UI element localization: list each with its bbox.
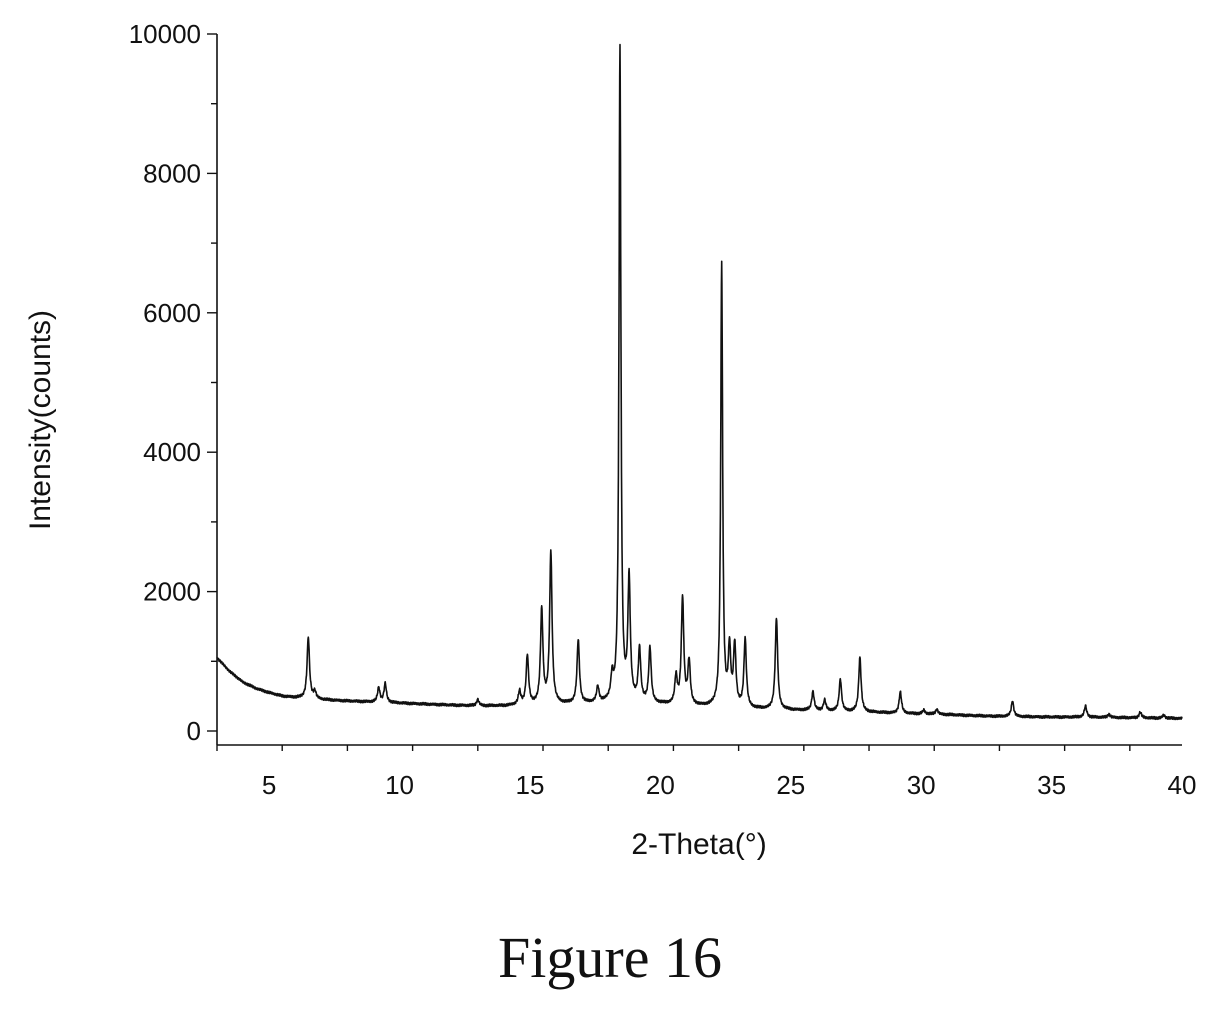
y-tick-label: 0 — [187, 716, 201, 746]
axis-ticks: 5 10 15 20 25 30 35 40 0 2000 4000 6000 8000 10000 — [129, 19, 1197, 800]
diffraction-pattern-line — [216, 43, 1183, 721]
x-axis-title: 2-Theta(°) — [631, 828, 766, 861]
y-tick-label: 4000 — [143, 437, 201, 467]
x-tick-label: 30 — [907, 770, 936, 800]
x-tick-label: 10 — [385, 770, 414, 800]
plot-area — [216, 34, 1183, 746]
figure-caption: Figure 16 — [498, 925, 722, 990]
x-tick-label: 40 — [1168, 770, 1197, 800]
x-tick-label: 15 — [516, 770, 545, 800]
x-tick-label: 25 — [776, 770, 805, 800]
x-tick-label: 35 — [1037, 770, 1066, 800]
y-tick-label: 10000 — [129, 19, 201, 49]
y-tick-label: 8000 — [143, 158, 201, 188]
x-tick-label: 5 — [262, 770, 276, 800]
x-tick-label: 20 — [646, 770, 675, 800]
y-tick-label: 6000 — [143, 298, 201, 328]
y-axis-title: Intensity(counts) — [24, 310, 57, 530]
y-tick-label: 2000 — [143, 577, 201, 607]
